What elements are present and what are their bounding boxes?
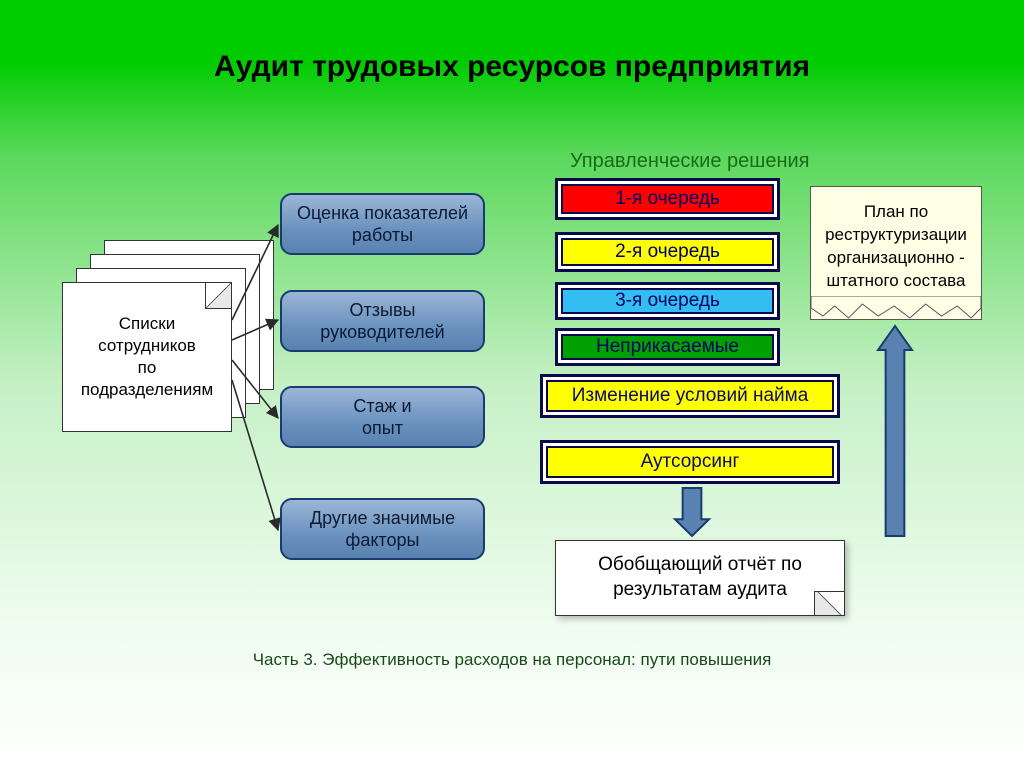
factor-box-perf: Оценка показателейработы bbox=[280, 193, 485, 255]
summary-note: Обобщающий отчёт порезультатам аудита bbox=[555, 540, 845, 616]
footer-caption: Часть 3. Эффективность расходов на персо… bbox=[0, 650, 1024, 670]
decision-box-untouch: Неприкасаемые bbox=[555, 328, 780, 366]
diagram-stage: Аудит трудовых ресурсов предприятия Упра… bbox=[0, 0, 1024, 767]
decision-box-hire: Изменение условий найма bbox=[540, 374, 840, 418]
summary-label: Обобщающий отчёт порезультатам аудита bbox=[598, 553, 802, 602]
decision-box-q2: 2-я очередь bbox=[555, 232, 780, 272]
plan-label: План пореструктуризацииорганизационно -ш… bbox=[825, 202, 967, 290]
source-doc-stack: Спискисотрудниковпоподразделениям bbox=[62, 282, 232, 432]
page-title: Аудит трудовых ресурсов предприятия bbox=[0, 50, 1024, 84]
block-arrow-up_to_plan bbox=[878, 326, 912, 536]
block-arrow-down_to_summary bbox=[675, 488, 709, 536]
decision-box-out: Аутсорсинг bbox=[540, 440, 840, 484]
factor-box-other: Другие значимыефакторы bbox=[280, 498, 485, 560]
page-fold-icon bbox=[205, 283, 231, 309]
decisions-subheader: Управленческие решения bbox=[570, 150, 810, 173]
plan-scroll: План пореструктуризацииорганизационно -ш… bbox=[810, 186, 982, 320]
page-fold-icon bbox=[814, 591, 844, 615]
decision-box-q3: 3-я очередь bbox=[555, 282, 780, 320]
torn-edge-icon bbox=[811, 296, 981, 320]
source-doc-label: Спискисотрудниковпоподразделениям bbox=[81, 313, 213, 401]
factor-box-reviews: Отзывыруководителей bbox=[280, 290, 485, 352]
decision-box-q1: 1-я очередь bbox=[555, 178, 780, 220]
factor-box-stazh: Стаж иопыт bbox=[280, 386, 485, 448]
doc-page-front: Спискисотрудниковпоподразделениям bbox=[62, 282, 232, 432]
